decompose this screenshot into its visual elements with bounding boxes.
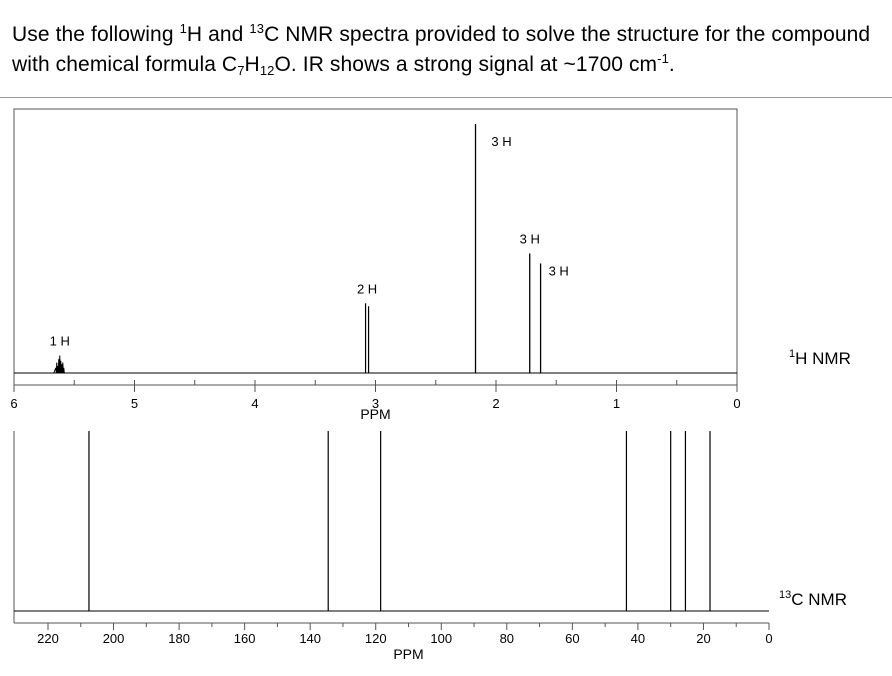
question-text: Use the following 1H and 13C NMR spectra… [12,20,882,80]
h-nmr-tick-label: 5 [131,396,138,411]
superscript: -1 [657,51,669,66]
label-text: H NMR [795,349,851,368]
c-nmr-tick-label: 220 [37,631,59,646]
h-nmr-peak [53,355,66,374]
superscript: 13 [779,589,792,601]
c-nmr-tick-label: 200 [103,631,125,646]
h-nmr-integration-label: 2 H [357,281,377,296]
h-nmr-tick-label: 0 [733,396,740,411]
h-nmr-plot-frame [13,108,738,386]
superscript: 1 [179,21,187,36]
c-nmr-tick-label: 180 [168,631,190,646]
c-nmr-tick-label: 120 [365,631,387,646]
h-nmr-label: 1H NMR [789,349,851,369]
superscript: 1 [789,348,796,360]
c-nmr-tick-label: 100 [430,631,452,646]
c-nmr-tick-label: 80 [500,631,514,646]
h-nmr-integration-label: 3 H [520,231,540,246]
question-part: H and [186,23,250,46]
h-nmr-integration-label: 3 H [549,263,569,278]
c-nmr-x-label: PPM [393,646,423,662]
divider [0,97,892,98]
c-nmr-tick-label: 160 [234,631,256,646]
h-nmr-tick-label: 1 [613,396,620,411]
question-part: . [668,53,675,76]
h-nmr-integration-label: 1 H [50,334,70,349]
h-nmr-tick-label: 4 [251,396,258,411]
c-nmr-tick-label: 140 [299,631,321,646]
c-nmr-tick-label: 40 [631,631,645,646]
c-nmr-tick-label: 20 [696,631,710,646]
h-nmr-integration-label: 3 H [491,134,511,149]
question-part: O. IR shows a strong signal at ~1700 cm [274,53,658,76]
question-part: H [244,53,260,76]
label-text: C NMR [791,590,847,609]
question-part: C NMR spectra provided to solve the stru… [12,23,871,76]
question-part: Use the following [12,23,180,46]
h-nmr-tick-label: 2 [492,396,499,411]
h-nmr-x-label: PPM [360,406,390,422]
h-nmr-tick-label: 6 [10,396,17,411]
superscript: 13 [249,21,265,36]
c-nmr-tick-label: 0 [765,631,772,646]
c-nmr-tick-label: 60 [565,631,579,646]
c-nmr-label: 13C NMR [779,590,847,610]
subscript: 12 [259,63,275,78]
subscript: 7 [237,63,245,78]
h-nmr-tick-label: 3 [372,396,379,411]
